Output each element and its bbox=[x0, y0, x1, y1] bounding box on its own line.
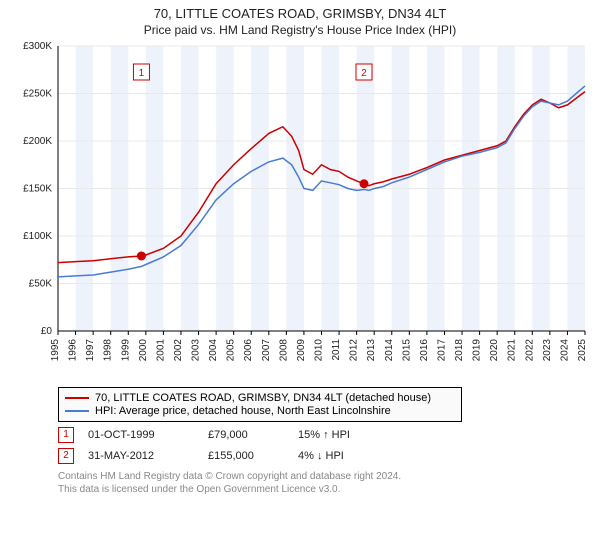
svg-text:2008: 2008 bbox=[278, 338, 289, 361]
svg-text:2017: 2017 bbox=[436, 338, 447, 361]
svg-text:2000: 2000 bbox=[138, 338, 149, 361]
svg-text:£50K: £50K bbox=[29, 278, 53, 289]
svg-text:2018: 2018 bbox=[454, 338, 465, 361]
svg-text:2: 2 bbox=[361, 68, 367, 79]
sale-2-price: £155,000 bbox=[208, 450, 298, 462]
svg-text:£0: £0 bbox=[41, 326, 53, 337]
chart-area: £0 £50K £100K £150K £200K £250K £300K 1995 1996 1… bbox=[10, 41, 590, 381]
sale-marker-1-icon: 1 bbox=[58, 427, 74, 443]
svg-text:2020: 2020 bbox=[489, 338, 500, 361]
footer-line-2: This data is licensed under the Open Gov… bbox=[58, 483, 590, 496]
svg-text:2025: 2025 bbox=[577, 338, 588, 361]
svg-text:2022: 2022 bbox=[524, 338, 535, 361]
svg-text:2013: 2013 bbox=[366, 338, 377, 361]
svg-text:£200K: £200K bbox=[23, 136, 52, 147]
svg-text:2015: 2015 bbox=[401, 338, 412, 361]
svg-text:2011: 2011 bbox=[331, 338, 342, 360]
svg-text:2009: 2009 bbox=[296, 338, 307, 361]
svg-text:2010: 2010 bbox=[314, 338, 325, 361]
sale-2-date: 31-MAY-2012 bbox=[88, 450, 208, 462]
svg-text:2023: 2023 bbox=[542, 338, 553, 361]
svg-text:2006: 2006 bbox=[243, 338, 254, 361]
sale-1-diff: 15% ↑ HPI bbox=[298, 429, 418, 441]
sale-2-diff: 4% ↓ HPI bbox=[298, 450, 418, 462]
svg-text:1995: 1995 bbox=[50, 338, 61, 361]
svg-text:2005: 2005 bbox=[226, 338, 237, 361]
svg-text:£250K: £250K bbox=[23, 88, 52, 99]
legend-box: 70, LITTLE COATES ROAD, GRIMSBY, DN34 4L… bbox=[58, 387, 462, 422]
svg-text:2002: 2002 bbox=[173, 338, 184, 361]
svg-text:1997: 1997 bbox=[85, 338, 96, 361]
svg-text:2024: 2024 bbox=[559, 338, 570, 361]
legend-label-property: 70, LITTLE COATES ROAD, GRIMSBY, DN34 4L… bbox=[95, 392, 431, 404]
svg-text:2003: 2003 bbox=[191, 338, 202, 361]
svg-text:1996: 1996 bbox=[68, 338, 79, 361]
svg-text:£150K: £150K bbox=[23, 183, 52, 194]
sale-1-price: £79,000 bbox=[208, 429, 298, 441]
chart-title: 70, LITTLE COATES ROAD, GRIMSBY, DN34 4L… bbox=[10, 6, 590, 23]
chart-subtitle: Price paid vs. HM Land Registry's House … bbox=[10, 23, 590, 37]
svg-text:1998: 1998 bbox=[103, 338, 114, 361]
chart-container: 70, LITTLE COATES ROAD, GRIMSBY, DN34 4L… bbox=[0, 0, 600, 560]
legend-label-hpi: HPI: Average price, detached house, Nort… bbox=[95, 405, 391, 417]
svg-text:2012: 2012 bbox=[349, 338, 360, 361]
svg-text:2004: 2004 bbox=[208, 338, 219, 361]
footer-attribution: Contains HM Land Registry data © Crown c… bbox=[58, 470, 590, 496]
legend-row-hpi: HPI: Average price, detached house, Nort… bbox=[65, 405, 455, 417]
svg-text:£300K: £300K bbox=[23, 41, 52, 52]
svg-text:1999: 1999 bbox=[120, 338, 131, 361]
sale-row-1: 1 01-OCT-1999 £79,000 15% ↑ HPI bbox=[58, 427, 558, 443]
sale-1-date: 01-OCT-1999 bbox=[88, 429, 208, 441]
svg-text:2014: 2014 bbox=[384, 338, 395, 361]
svg-text:2001: 2001 bbox=[155, 338, 166, 361]
svg-text:2016: 2016 bbox=[419, 338, 430, 361]
svg-text:£100K: £100K bbox=[23, 231, 52, 242]
svg-text:2007: 2007 bbox=[261, 338, 272, 361]
sale-row-2: 2 31-MAY-2012 £155,000 4% ↓ HPI bbox=[58, 448, 558, 464]
legend-swatch-hpi bbox=[65, 410, 89, 412]
svg-text:1: 1 bbox=[139, 68, 145, 79]
svg-text:2021: 2021 bbox=[507, 338, 518, 361]
line-chart-svg: £0 £50K £100K £150K £200K £250K £300K 1995 1996 1… bbox=[10, 41, 590, 381]
svg-text:2019: 2019 bbox=[472, 338, 483, 361]
legend-row-property: 70, LITTLE COATES ROAD, GRIMSBY, DN34 4L… bbox=[65, 392, 455, 404]
footer-line-1: Contains HM Land Registry data © Crown c… bbox=[58, 470, 590, 483]
sale-marker-2-icon: 2 bbox=[58, 448, 74, 464]
legend-swatch-property bbox=[65, 397, 89, 399]
